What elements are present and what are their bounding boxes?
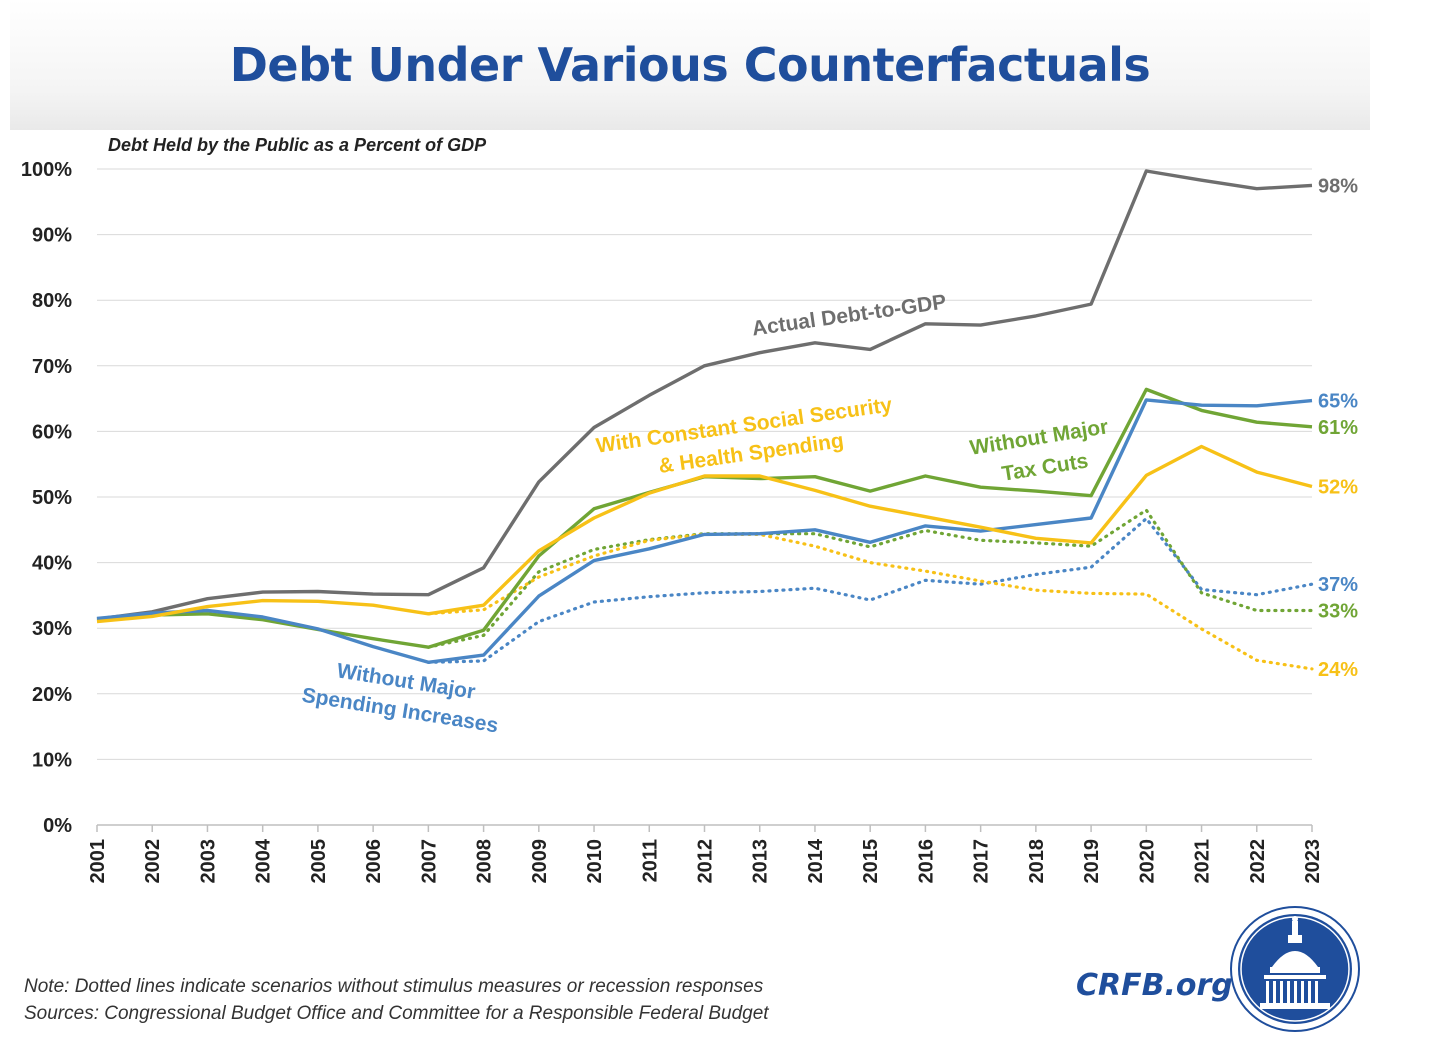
x-tick-label: 2008 (474, 839, 496, 884)
x-tick-label: 2019 (1081, 839, 1103, 884)
end-label: 98% (1318, 175, 1358, 197)
x-tick-label: 2002 (142, 839, 164, 884)
x-tick-label: 2021 (1192, 839, 1214, 884)
x-tick-label: 2005 (308, 839, 330, 884)
x-tick-label: 2007 (418, 839, 440, 884)
y-tick-label: 60% (32, 421, 72, 443)
x-tick-label: 2023 (1302, 839, 1324, 884)
series-line-3 (96, 444, 1313, 624)
x-tick-label: 2006 (363, 839, 385, 884)
end-label: 37% (1318, 574, 1358, 596)
x-tick-label: 2017 (971, 839, 993, 884)
x-tick-label: 2014 (805, 838, 827, 883)
y-tick-label: 90% (32, 225, 72, 247)
x-tick-label: 2022 (1247, 839, 1269, 884)
end-labels: 98% 65% 61% 52% 37% 33% 24% (1318, 175, 1358, 680)
y-axis-label: Debt Held by the Public as a Percent of … (108, 135, 487, 155)
x-tick-label: 2004 (253, 838, 275, 883)
end-label: 61% (1318, 417, 1358, 439)
end-label: 24% (1318, 659, 1358, 681)
y-tick-label: 40% (32, 553, 72, 575)
series-line-0 (96, 169, 1313, 621)
x-tick-label: 2010 (584, 839, 606, 884)
end-label: 52% (1318, 477, 1358, 499)
end-label: 65% (1318, 391, 1358, 413)
x-tick-label: 2003 (197, 839, 219, 884)
x-tick-label: 2020 (1136, 839, 1158, 884)
y-tick-label: 100% (21, 159, 72, 181)
series-line-dotted-5 (426, 508, 1314, 649)
x-tick-label: 2018 (1026, 839, 1048, 884)
brand-link[interactable]: CRFB.org (1076, 968, 1233, 1003)
y-axis-ticks: 0% 10% 20% 30% 40% 50% 60% 70% 80% 90% 100% (21, 159, 72, 837)
series-line-dotted-4 (426, 517, 1314, 664)
header-band (10, 0, 1370, 130)
y-tick-label: 30% (32, 618, 72, 640)
y-tick-label: 10% (32, 749, 72, 771)
series-annotation: Without Major (968, 415, 1110, 460)
x-tick-label: 2011 (639, 839, 661, 882)
chart-title: Debt Under Various Counterfactuals (229, 38, 1151, 92)
sources-note: Sources: Congressional Budget Office and… (24, 1003, 769, 1024)
series-annotation: Tax Cuts (1000, 449, 1090, 485)
y-tick-label: 50% (32, 487, 72, 509)
series-line-dotted-6 (426, 532, 1314, 671)
x-tick-label: 2013 (750, 839, 772, 884)
end-label: 33% (1318, 600, 1358, 622)
x-tick-label: 2016 (915, 839, 937, 884)
y-tick-label: 0% (43, 815, 72, 837)
series-line-2 (96, 398, 1313, 664)
y-tick-label: 70% (32, 356, 72, 378)
y-tick-label: 20% (32, 684, 72, 706)
x-tick-label: 2001 (87, 839, 109, 884)
series-lines (96, 169, 1314, 671)
capitol-dome-logo (1230, 906, 1360, 1032)
x-tick-label: 2012 (695, 839, 717, 884)
series-annotation: Actual Debt-to-GDP (750, 291, 947, 341)
footnote: Note: Dotted lines indicate scenarios wi… (24, 976, 764, 997)
x-axis: 2001 2002 2003 2004 2005 2006 2007 2008 2009 2010… (87, 824, 1324, 884)
debt-line-chart: 0%10%20%30%40%50%60%70%80%90%100% 2001 20… (21, 135, 1358, 884)
y-tick-label: 80% (32, 290, 72, 312)
x-tick-label: 2015 (860, 839, 882, 884)
x-tick-label: 2009 (529, 839, 551, 884)
